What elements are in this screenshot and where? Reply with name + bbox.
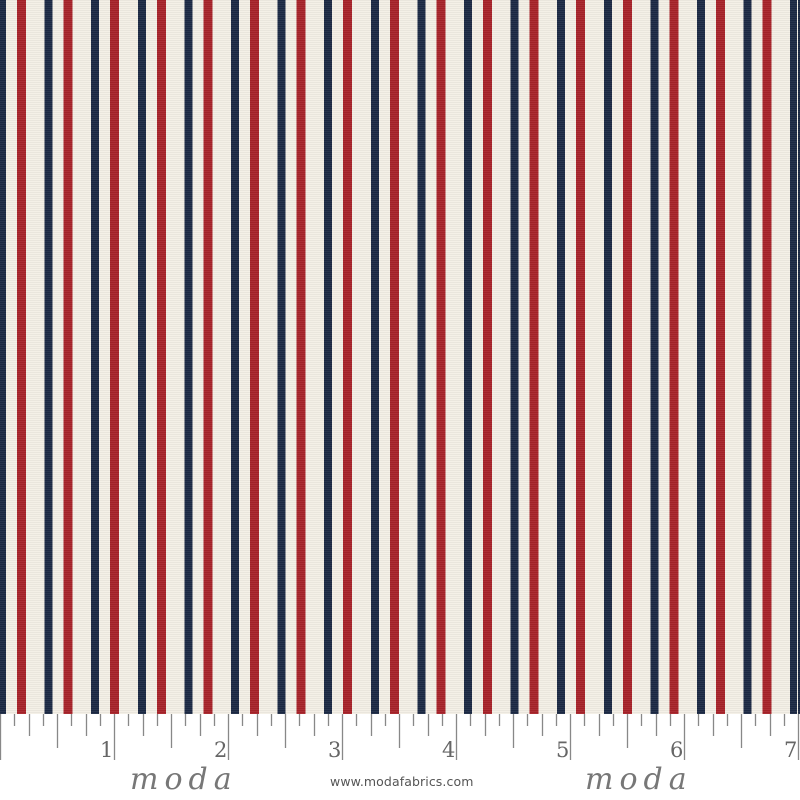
ruler-label: 5 [556, 738, 569, 762]
ruler-label: 7 [784, 738, 797, 762]
website-link[interactable]: www.modafabrics.com [330, 774, 474, 789]
ruler-label: 3 [328, 738, 341, 762]
ruler: 1 2 3 4 5 6 7 [0, 714, 800, 762]
moda-logo-right: moda [585, 762, 693, 797]
striped-fabric [0, 0, 800, 714]
ruler-label: 6 [670, 738, 683, 762]
ruler-label: 2 [214, 738, 227, 762]
ruler-label: 1 [100, 738, 113, 762]
fabric-texture [0, 0, 800, 714]
ruler-label: 4 [442, 738, 455, 762]
moda-logo-left: moda [130, 762, 238, 797]
